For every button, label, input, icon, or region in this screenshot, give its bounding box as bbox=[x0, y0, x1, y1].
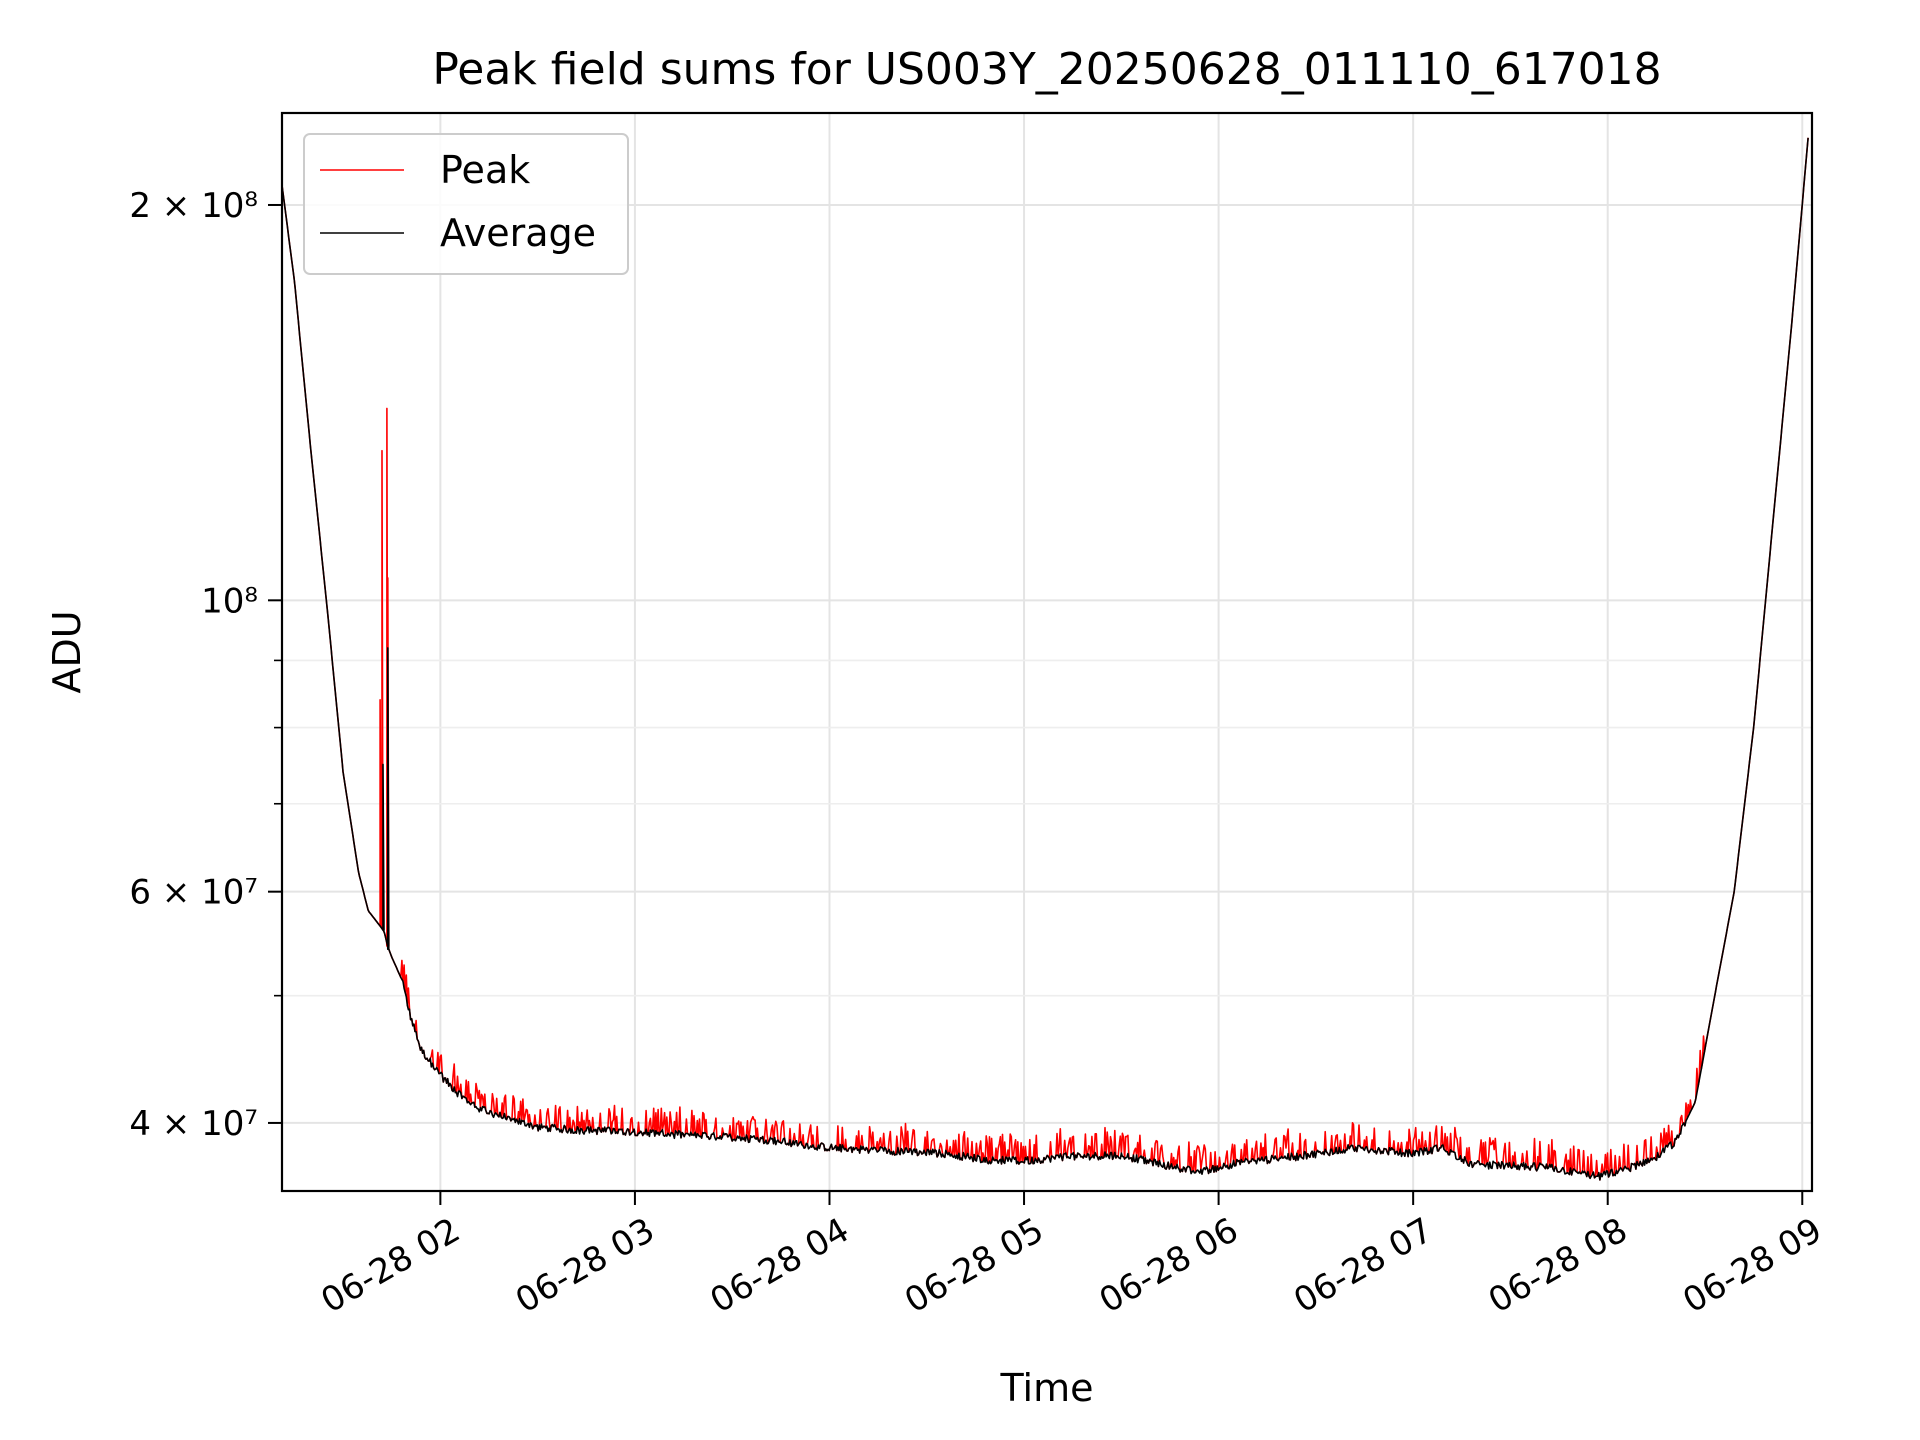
x-tick-label: 06-28 04 bbox=[704, 1210, 856, 1321]
x-axis: 06-28 02 06-28 03 06-28 04 06-28 05 06-28 06… bbox=[314, 1191, 1829, 1321]
series-line-peak bbox=[281, 137, 1809, 1181]
x-tick-label: 06-28 08 bbox=[1482, 1210, 1634, 1321]
x-tick-label: 06-28 07 bbox=[1287, 1210, 1439, 1321]
y-axis-label: ADU bbox=[45, 610, 89, 693]
legend-label-average: Average bbox=[440, 211, 596, 255]
y-tick-label: 10⁸ bbox=[201, 581, 258, 621]
y-tick-label: 6 × 10⁷ bbox=[129, 873, 258, 913]
x-tick-label: 06-28 06 bbox=[1093, 1210, 1245, 1321]
x-tick-label: 06-28 05 bbox=[898, 1210, 1050, 1321]
x-tick-label: 06-28 09 bbox=[1676, 1210, 1828, 1321]
plot-frame bbox=[280, 111, 1814, 1193]
grid bbox=[282, 113, 1812, 1191]
y-tick-label: 4 × 10⁷ bbox=[129, 1104, 258, 1144]
y-axis: 4 × 10⁷ 6 × 10⁷ 10⁸ 2 × 10⁸ bbox=[129, 186, 282, 1144]
x-tick-label: 06-28 02 bbox=[314, 1210, 466, 1321]
legend: Peak Average bbox=[303, 133, 629, 275]
legend-box bbox=[303, 133, 629, 275]
series-line-average bbox=[281, 137, 1809, 1181]
x-tick-label: 06-28 03 bbox=[509, 1210, 661, 1321]
series-layer bbox=[281, 137, 1809, 1181]
legend-label-peak: Peak bbox=[440, 148, 530, 192]
y-tick-label: 2 × 10⁸ bbox=[129, 186, 258, 226]
chart-title: Peak field sums for US003Y_20250628_0111… bbox=[432, 44, 1661, 95]
x-axis-label: Time bbox=[1000, 1366, 1094, 1410]
